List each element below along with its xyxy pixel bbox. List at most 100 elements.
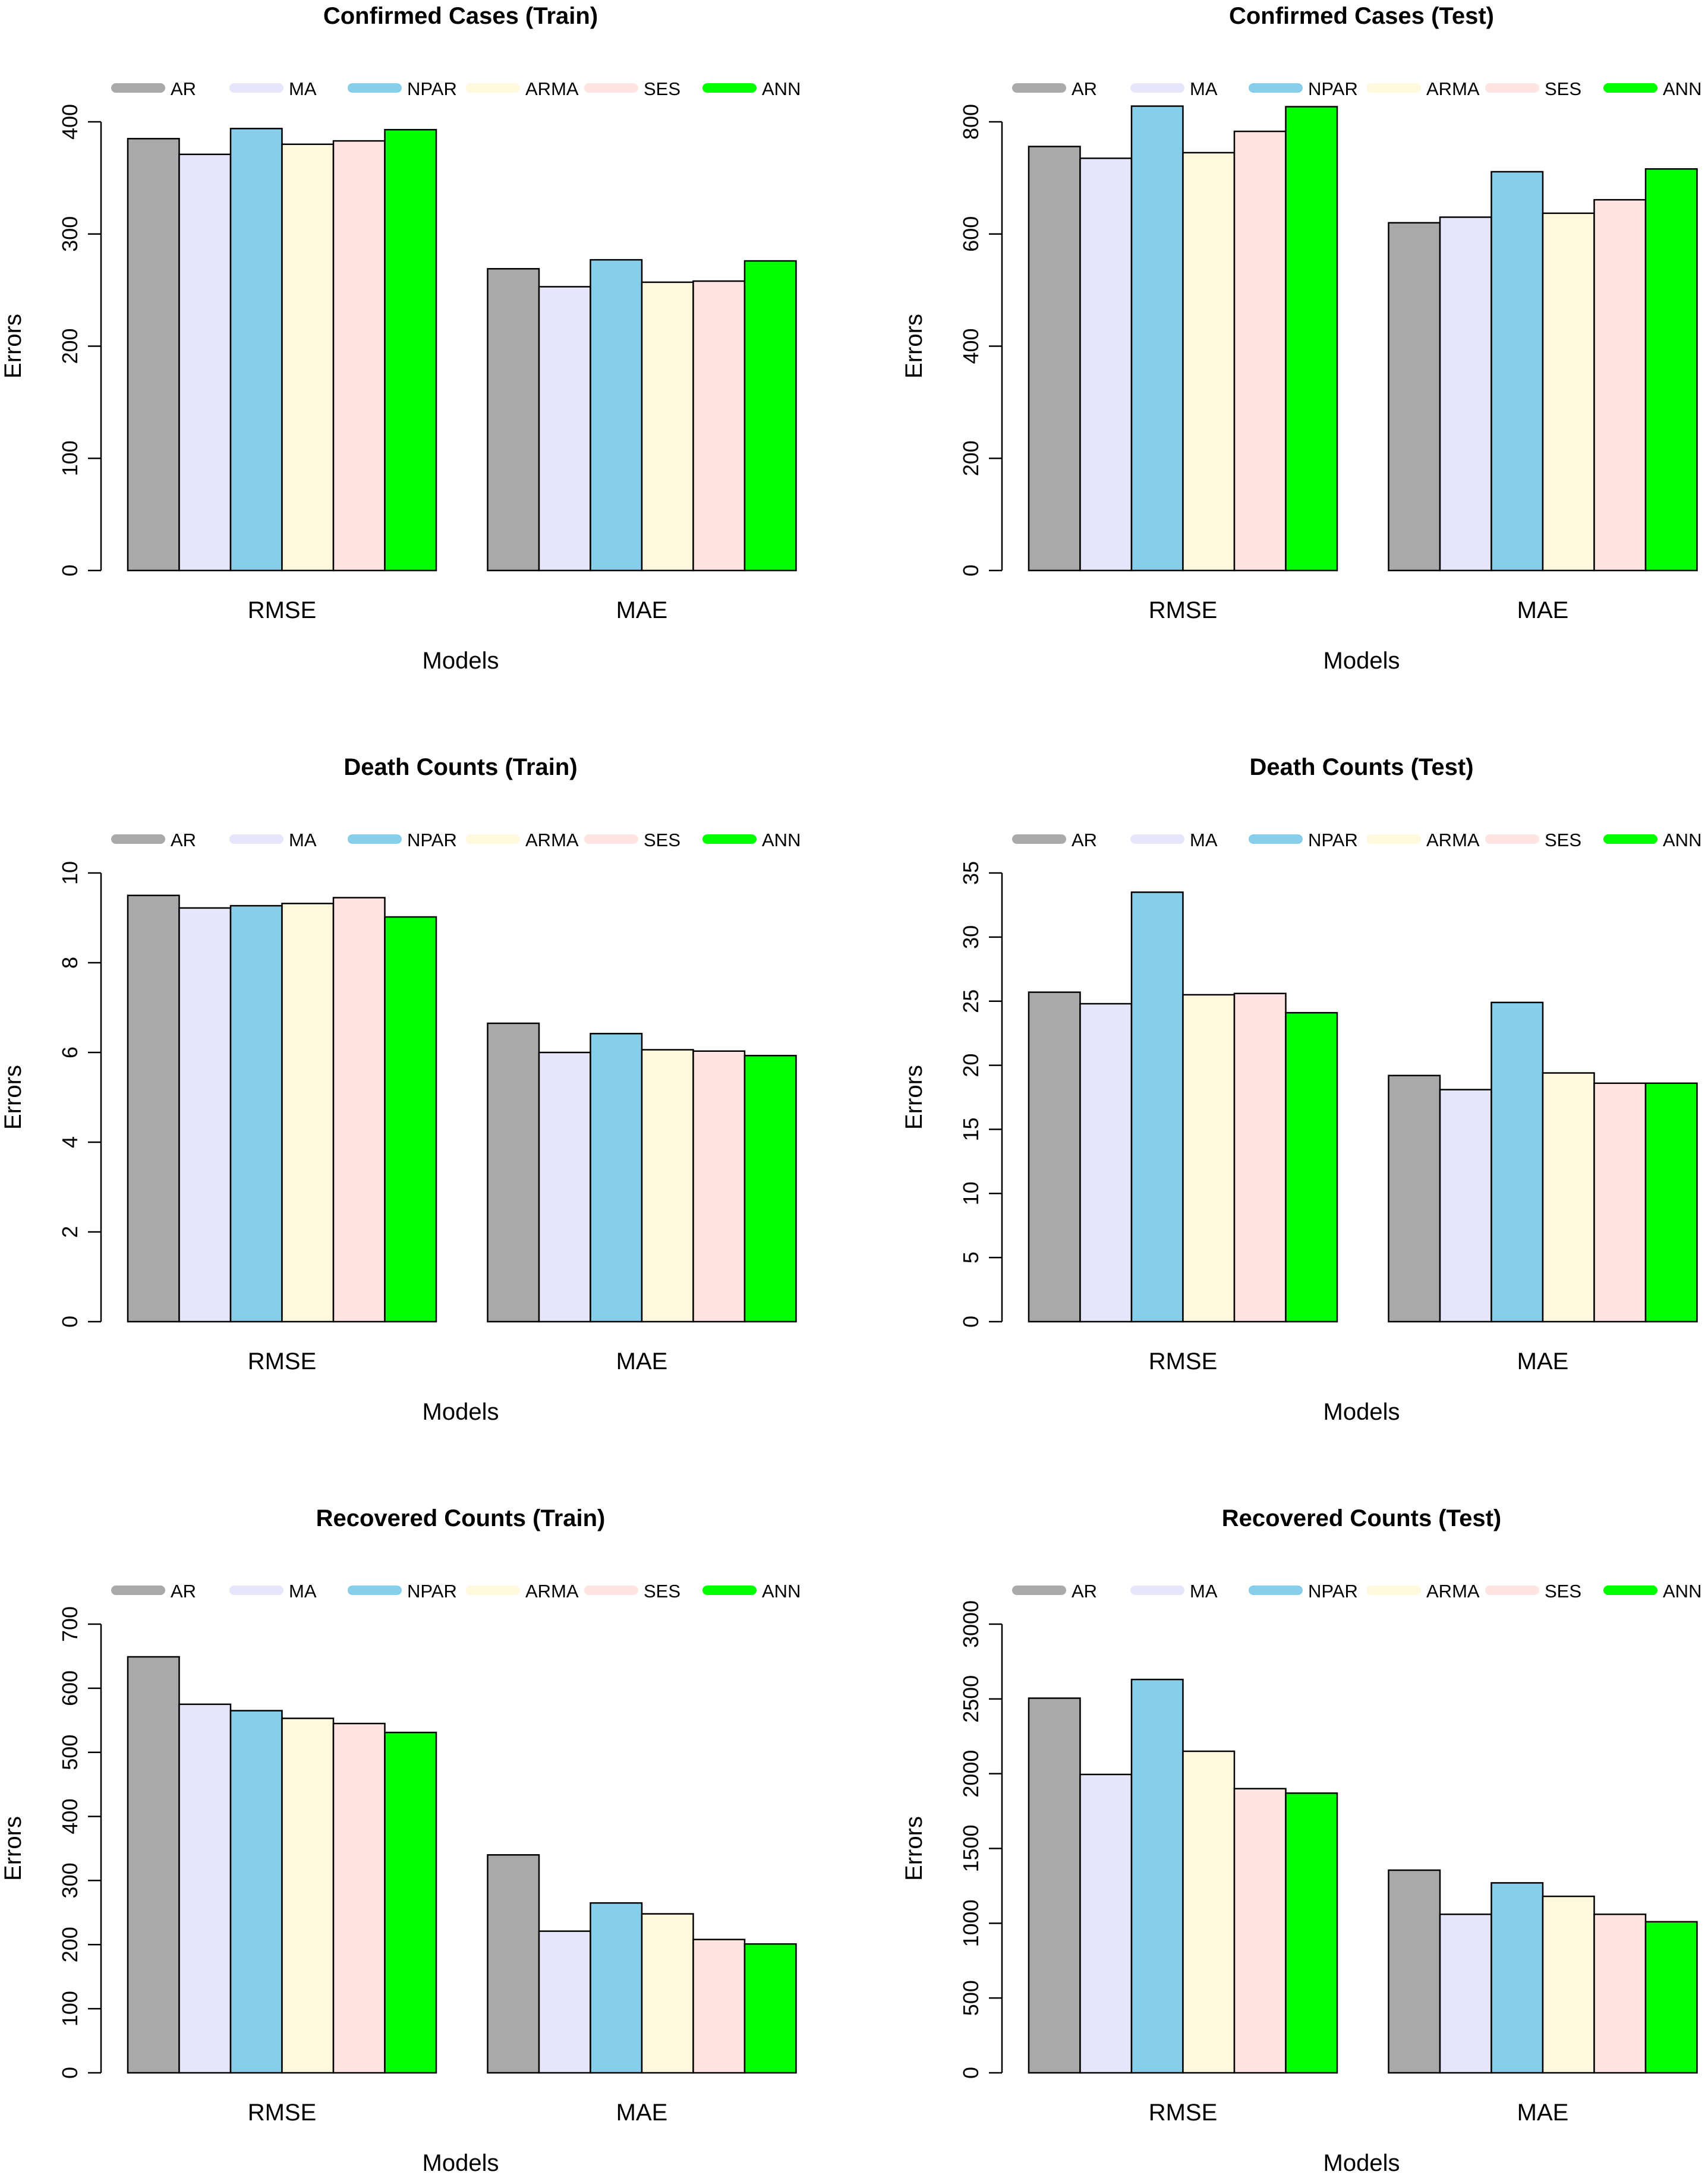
y-tick-label: 0 [959, 1316, 983, 1328]
legend-label: MA [289, 78, 317, 99]
bar-arma-mae [1542, 1895, 1595, 2074]
bar-npar-mae [1490, 171, 1544, 572]
y-tick-label: 3000 [959, 1600, 983, 1648]
y-tick-label: 30 [959, 925, 983, 949]
bar-npar-mae [590, 259, 643, 572]
x-axis-label: Models [1323, 1399, 1400, 1425]
legend-label: NPAR [407, 1581, 457, 1602]
bar-ann-rmse [1285, 106, 1338, 572]
legend-label: ANN [762, 78, 801, 99]
x-category-label: MAE [1517, 1348, 1569, 1375]
bar-ar-mae [1388, 222, 1441, 572]
y-tick-label: 35 [959, 861, 983, 885]
y-axis-label: Errors [0, 1065, 26, 1130]
legend-label: SES [1545, 830, 1581, 850]
y-tick-label: 5 [959, 1252, 983, 1263]
y-tick-label: 10 [58, 861, 82, 885]
legend-label: NPAR [1308, 1581, 1358, 1602]
bar-npar-rmse [1130, 105, 1184, 572]
y-tick-label: 6 [58, 1047, 82, 1058]
bar-ma-rmse [178, 1703, 232, 2074]
bar-ar-mae [487, 268, 540, 572]
legend-label: NPAR [407, 78, 457, 99]
x-category-label: MAE [616, 1348, 668, 1375]
bar-arma-mae [641, 1049, 694, 1323]
y-axis-label: Errors [901, 314, 927, 379]
bar-ses-mae [1593, 1913, 1647, 2074]
bar-ses-rmse [1233, 1788, 1287, 2074]
legend-label: AR [171, 78, 196, 99]
bar-ar-mae [1388, 1869, 1441, 2074]
chart-title: Recovered Counts (Test) [1222, 1505, 1501, 1531]
legend-label: SES [644, 78, 680, 99]
bar-arma-mae [1542, 212, 1595, 572]
legend-label: AR [1072, 78, 1097, 99]
legend-label: AR [171, 830, 196, 850]
legend-label: ARMA [1426, 1581, 1480, 1602]
legend-label: SES [644, 1581, 680, 1602]
y-tick-label: 200 [58, 328, 82, 364]
y-tick-label: 20 [959, 1054, 983, 1077]
bar-ma-rmse [1079, 1003, 1133, 1323]
legend-label: MA [289, 830, 317, 850]
y-tick-label: 400 [58, 104, 82, 140]
y-tick-label: 8 [58, 957, 82, 969]
legend-label: MA [1190, 830, 1218, 850]
bar-ann-mae [1644, 1082, 1698, 1323]
bar-ann-mae [743, 1055, 797, 1323]
x-category-label: RMSE [1149, 1348, 1218, 1375]
x-category-label: RMSE [248, 597, 317, 623]
bar-arma-mae [641, 281, 694, 572]
bar-ma-rmse [178, 907, 232, 1323]
legend-label: SES [1545, 78, 1581, 99]
bar-arma-rmse [1182, 1750, 1236, 2074]
bar-ma-mae [538, 1930, 591, 2074]
bar-npar-rmse [1130, 1678, 1184, 2074]
y-tick-label: 400 [959, 328, 983, 364]
bar-ann-mae [743, 260, 797, 572]
bar-ses-rmse [1233, 130, 1287, 572]
bar-ses-mae [692, 1939, 746, 2074]
x-axis-label: Models [1323, 648, 1400, 674]
chart-panel-4: Death Counts (Test)AR MA NPAR ARMA SES ANN051… [901, 754, 1701, 1425]
legend-label: SES [1545, 1581, 1581, 1602]
bar-npar-mae [1490, 1001, 1544, 1323]
bar-ses-mae [1593, 1082, 1647, 1323]
bar-npar-rmse [1130, 891, 1184, 1323]
bar-ann-rmse [384, 128, 437, 572]
bar-npar-mae [590, 1902, 643, 2074]
y-axis-label: Errors [901, 1065, 927, 1130]
y-axis-label: Errors [0, 1816, 26, 1881]
x-axis-label: Models [423, 648, 499, 674]
bar-ses-rmse [332, 897, 386, 1323]
legend-label: MA [1190, 78, 1218, 99]
bar-ses-rmse [332, 1722, 386, 2074]
y-tick-label: 0 [959, 2067, 983, 2079]
y-tick-label: 4 [58, 1136, 82, 1148]
chart-title: Confirmed Cases (Test) [1229, 3, 1494, 29]
bar-ar-mae [1388, 1074, 1441, 1323]
y-tick-label: 25 [959, 989, 983, 1013]
x-axis-label: Models [423, 1399, 499, 1425]
bar-ar-rmse [1028, 146, 1081, 572]
y-tick-label: 2000 [959, 1750, 983, 1798]
chart-panel-2: Confirmed Cases (Test)AR MA NPAR ARMA SES ANN… [901, 3, 1701, 674]
legend-label: ARMA [525, 1581, 579, 1602]
x-category-label: MAE [1517, 2100, 1569, 2126]
bar-ann-rmse [384, 1732, 437, 2074]
y-tick-label: 700 [58, 1606, 82, 1642]
bar-ar-mae [487, 1022, 540, 1323]
chart-panel-1: Confirmed Cases (Train)AR MA NPAR ARMA SES AN… [0, 3, 801, 674]
bar-ma-mae [538, 1051, 591, 1323]
bar-ar-rmse [127, 138, 180, 572]
x-axis-label: Models [423, 2150, 499, 2176]
bar-npar-rmse [229, 1710, 283, 2074]
y-axis-label: Errors [0, 314, 26, 379]
x-category-label: RMSE [1149, 2100, 1218, 2126]
bar-ma-rmse [1079, 1773, 1133, 2074]
bar-ses-mae [692, 280, 746, 572]
chart-title: Death Counts (Train) [344, 754, 577, 780]
bar-ann-rmse [1285, 1792, 1338, 2074]
legend-label: SES [644, 830, 680, 850]
bar-arma-rmse [281, 903, 335, 1323]
